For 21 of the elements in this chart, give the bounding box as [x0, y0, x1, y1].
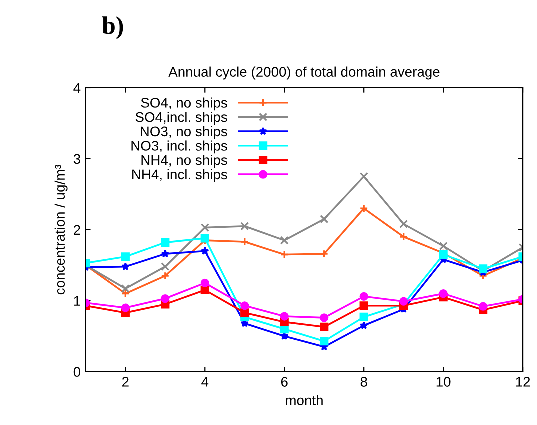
x-tick-label: 6	[281, 377, 288, 387]
x-tick-label: 12	[516, 377, 530, 387]
x-axis-title: month	[286, 395, 323, 406]
legend-label: SO4,incl. ships	[136, 112, 228, 125]
legend-label: SO4, no ships	[141, 98, 228, 111]
y-tick-label: 1	[74, 296, 80, 306]
x-tick-label: 4	[202, 377, 209, 387]
y-tick-label: 0	[74, 367, 81, 378]
text: b)	[102, 16, 124, 40]
legend-label: NH4, no ships	[142, 155, 228, 168]
y-tick-label: 2	[74, 225, 80, 235]
legend-label: NO3, no ships	[141, 126, 228, 140]
x-tick-label: 10	[436, 377, 451, 387]
x-tick-label: 8	[360, 377, 368, 387]
y-tick-label: 4	[74, 83, 81, 94]
legend-label: NO3, incl. ships	[132, 140, 228, 154]
x-tick-label: 2	[122, 377, 129, 387]
y-tick-label: 3	[74, 154, 80, 164]
y-axis-title: concentration / ug/m³	[54, 164, 68, 295]
chart-title: Annual cycle (2000) of total domain average	[168, 66, 440, 80]
legend-label: NH4, incl. ships	[132, 169, 228, 182]
